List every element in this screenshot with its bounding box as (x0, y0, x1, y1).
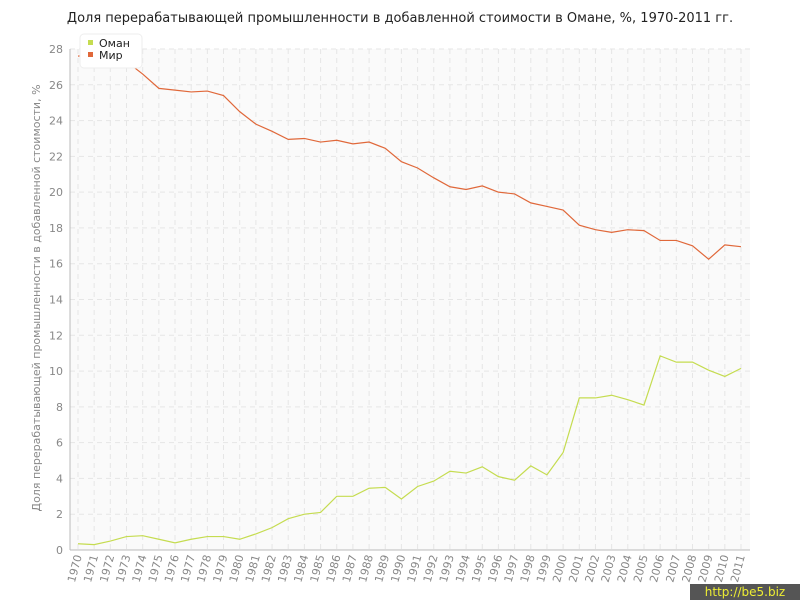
y-tick-label: 6 (56, 437, 63, 450)
watermark: http://be5.biz (705, 585, 785, 599)
series-line (77, 53, 742, 261)
y-tick-label: 16 (49, 258, 63, 271)
y-tick-label: 12 (49, 329, 63, 342)
legend-swatch (88, 52, 93, 57)
y-tick-label: 4 (56, 472, 63, 485)
y-tick-label: 2 (56, 508, 63, 521)
y-tick-label: 0 (56, 544, 63, 557)
y-axis-label: Доля перерабатывающей промышленности в д… (30, 84, 43, 511)
y-tick-label: 18 (49, 222, 63, 235)
y-tick-label: 14 (49, 294, 63, 307)
watermark-bg (690, 584, 800, 600)
y-tick-label: 8 (56, 401, 63, 414)
y-tick-label: 20 (49, 186, 63, 199)
legend-box (79, 33, 143, 69)
y-tick-label: 28 (49, 43, 63, 56)
plot-area (70, 49, 750, 550)
y-tick-label: 22 (49, 150, 63, 163)
legend-label: Оман (99, 37, 130, 50)
chart-title: Доля перерабатывающей промышленности в д… (67, 11, 733, 26)
legend-label: Мир (99, 49, 123, 62)
y-tick-label: 24 (49, 115, 63, 128)
y-tick-label: 10 (49, 365, 63, 378)
series-line (77, 355, 742, 546)
legend-swatch (88, 40, 93, 45)
y-tick-label: 26 (49, 79, 63, 92)
